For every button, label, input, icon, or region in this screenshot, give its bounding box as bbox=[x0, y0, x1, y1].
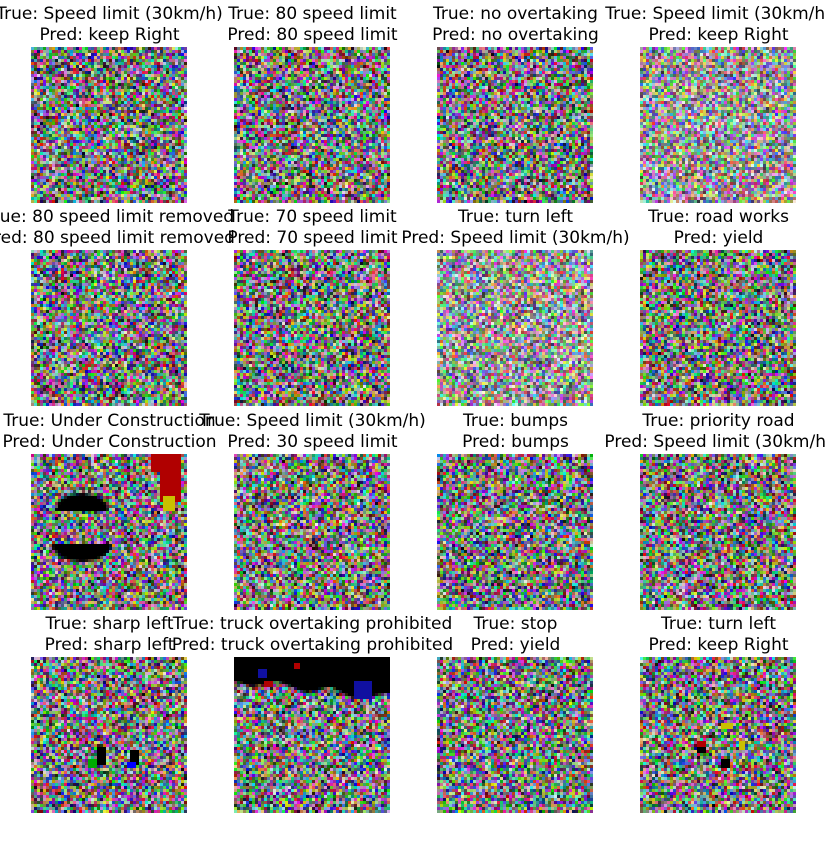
pred-label: Pred: bumps bbox=[462, 432, 569, 452]
pred-label: Pred: yield bbox=[673, 228, 764, 248]
pred-label: Pred: truck overtaking prohibited bbox=[171, 635, 454, 655]
panel: True: turn left Pred: keep Right bbox=[617, 614, 820, 860]
adversarial-image bbox=[31, 47, 187, 203]
panel: True: Under Construction Pred: Under Cons… bbox=[2, 411, 217, 657]
panel: True: turn left Pred: Speed limit (30km/h… bbox=[401, 207, 630, 453]
adversarial-image bbox=[31, 657, 187, 813]
pred-label: Pred: no overtaking bbox=[432, 25, 599, 45]
adversarial-image bbox=[31, 250, 187, 406]
true-label: True: 80 speed limit bbox=[228, 4, 397, 24]
pred-label: Pred: keep Right bbox=[648, 635, 789, 655]
pred-label: Pred: sharp left bbox=[44, 635, 175, 655]
true-label: True: turn left bbox=[660, 614, 777, 634]
true-label: True: priority road bbox=[642, 411, 795, 431]
pred-label: Pred: keep Right bbox=[39, 25, 180, 45]
true-label: True: Under Construction bbox=[3, 411, 216, 431]
pred-label: Pred: Under Construction bbox=[2, 432, 217, 452]
adversarial-image bbox=[234, 657, 390, 813]
adversarial-image bbox=[234, 47, 390, 203]
panel: True: priority road Pred: Speed limit (30… bbox=[604, 411, 826, 657]
adversarial-image bbox=[437, 47, 593, 203]
adversarial-image bbox=[640, 250, 796, 406]
true-label: True: no overtaking bbox=[433, 4, 598, 24]
adversarial-image bbox=[234, 250, 390, 406]
true-label: True: 80 speed limit removed bbox=[0, 207, 235, 227]
true-label: True: bumps bbox=[462, 411, 569, 431]
adversarial-image bbox=[640, 47, 796, 203]
true-label: True: Speed limit (30km/h) bbox=[199, 411, 426, 431]
adversarial-image bbox=[31, 454, 187, 610]
true-label: True: road works bbox=[648, 207, 789, 227]
panel: True: Speed limit (30km/h) Pred: keep Rig… bbox=[605, 4, 826, 250]
pred-label: Pred: 80 speed limit bbox=[227, 25, 398, 45]
adversarial-image bbox=[234, 454, 390, 610]
panel: True: truck overtaking prohibited Pred: t… bbox=[172, 614, 453, 860]
panel: True: bumps Pred: bumps bbox=[414, 411, 617, 657]
pred-label: Pred: 70 speed limit bbox=[227, 228, 398, 248]
pred-label: Pred: yield bbox=[470, 635, 561, 655]
adversarial-image bbox=[437, 250, 593, 406]
adversarial-image bbox=[640, 454, 796, 610]
panel: True: 70 speed limit Pred: 70 speed limit bbox=[211, 207, 414, 453]
panel: True: 80 speed limit Pred: 80 speed limit bbox=[211, 4, 414, 250]
panel: True: no overtaking Pred: no overtaking bbox=[414, 4, 617, 250]
true-label: True: Speed limit (30km/h) bbox=[605, 4, 826, 24]
pred-label: Pred: 80 speed limit removed bbox=[0, 228, 235, 248]
true-label: True: turn left bbox=[457, 207, 574, 227]
pred-label: Pred: Speed limit (30km/h) bbox=[401, 228, 630, 248]
panel: True: Speed limit (30km/h) Pred: 30 speed… bbox=[199, 411, 426, 657]
pred-label: Pred: Speed limit (30km/h) bbox=[604, 432, 826, 452]
panel: True: stop Pred: yield bbox=[414, 614, 617, 860]
adversarial-image bbox=[437, 454, 593, 610]
adversarial-image bbox=[437, 657, 593, 813]
panel: True: Speed limit (30km/h) Pred: keep Rig… bbox=[0, 4, 223, 250]
panel: True: sharp left Pred: sharp left bbox=[8, 614, 211, 860]
panel: True: road works Pred: yield bbox=[617, 207, 820, 453]
panel: True: 80 speed limit removed Pred: 80 spe… bbox=[0, 207, 235, 453]
pred-label: Pred: keep Right bbox=[648, 25, 789, 45]
true-label: True: sharp left bbox=[45, 614, 174, 634]
true-label: True: truck overtaking prohibited bbox=[172, 614, 453, 634]
adversarial-image bbox=[640, 657, 796, 813]
pred-label: Pred: 30 speed limit bbox=[227, 432, 398, 452]
true-label: True: stop bbox=[473, 614, 558, 634]
prediction-grid: True: Speed limit (30km/h) Pred: keep Rig… bbox=[0, 4, 826, 813]
true-label: True: Speed limit (30km/h) bbox=[0, 4, 223, 24]
true-label: True: 70 speed limit bbox=[228, 207, 397, 227]
